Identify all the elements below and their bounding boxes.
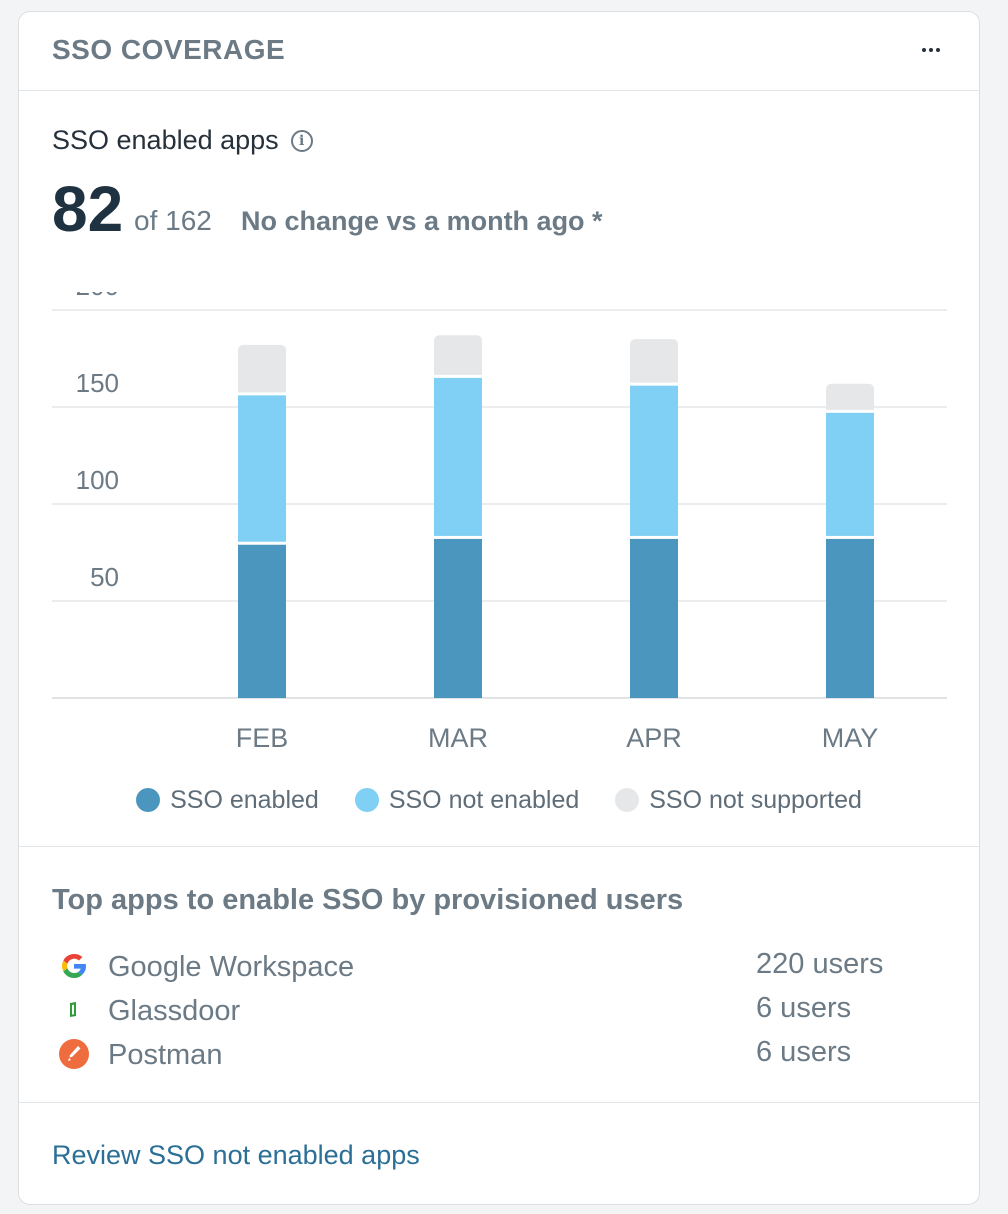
postman-icon xyxy=(59,1039,89,1069)
glassdoor-icon xyxy=(70,1002,76,1017)
card-header: SSO COVERAGE xyxy=(19,12,979,91)
footer-divider xyxy=(19,1102,979,1103)
x-tick-label: MAR xyxy=(428,723,488,753)
chart-legend: SSO enabled SSO not enabled SSO not supp… xyxy=(19,782,979,818)
top-apps-list: Google Workspace 220 users Glassdoor 6 u… xyxy=(52,944,892,1076)
bar-segment xyxy=(434,538,482,698)
x-tick-label: FEB xyxy=(236,723,289,753)
metric-label-text: SSO enabled apps xyxy=(52,125,279,155)
app-users: 6 users xyxy=(756,1036,852,1068)
review-sso-not-enabled-link[interactable]: Review SSO not enabled apps xyxy=(52,1140,420,1170)
bar-segment xyxy=(826,412,874,536)
section-divider xyxy=(19,846,979,847)
bar-segment xyxy=(238,395,286,542)
bar-segment xyxy=(238,344,286,393)
metric-label: SSO enabled apps i xyxy=(52,125,313,156)
sso-coverage-card: SSO COVERAGE SSO enabled apps i 82 of 16… xyxy=(18,11,980,1205)
app-name: Postman xyxy=(108,1039,223,1071)
list-item[interactable]: Postman 6 users xyxy=(52,1032,892,1076)
app-users: 6 users xyxy=(756,992,852,1024)
app-name: Google Workspace xyxy=(108,951,355,983)
bar-segment xyxy=(630,339,678,383)
bar-segment xyxy=(826,383,874,410)
legend-item-sso-enabled[interactable]: SSO enabled xyxy=(136,786,319,815)
metric-total: of 162 xyxy=(134,205,212,236)
metric-change: No change vs a month ago * xyxy=(241,206,603,236)
list-item[interactable]: Google Workspace 220 users xyxy=(52,944,892,988)
bar-segment xyxy=(630,538,678,698)
google-icon xyxy=(62,953,86,979)
chart-svg: 50 100 150 200 FEB MAR APR MAY xyxy=(52,292,947,753)
top-apps-title: Top apps to enable SSO by provisioned us… xyxy=(52,884,684,916)
bar-segment xyxy=(238,544,286,698)
bar-segment xyxy=(630,385,678,536)
legend-label: SSO enabled xyxy=(170,785,319,814)
x-tick-label: APR xyxy=(626,723,682,753)
legend-dot-sso-not-supported xyxy=(615,788,640,812)
app-name: Glassdoor xyxy=(108,995,241,1027)
y-tick-label: 100 xyxy=(76,465,119,495)
y-tick-label: 50 xyxy=(90,562,119,592)
y-tick-label: 150 xyxy=(76,368,119,398)
stacked-bar-chart: 50 100 150 200 FEB MAR APR MAY xyxy=(19,292,979,852)
card-title: SSO COVERAGE xyxy=(52,34,286,65)
legend-dot-sso-not-enabled xyxy=(354,788,379,812)
legend-dot-sso-enabled xyxy=(136,788,161,812)
bar-segment xyxy=(434,335,482,375)
legend-label: SSO not supported xyxy=(649,785,862,814)
legend-item-sso-not-enabled[interactable]: SSO not enabled xyxy=(354,785,580,815)
bar-segment xyxy=(826,538,874,698)
bar-segment xyxy=(434,377,482,536)
legend-label: SSO not enabled xyxy=(388,785,580,814)
metric-value: 82 xyxy=(52,173,124,245)
info-icon[interactable]: i xyxy=(290,129,313,152)
legend-item-sso-not-supported[interactable]: SSO not supported xyxy=(615,786,862,815)
y-tick-label: 200 xyxy=(76,292,119,301)
more-options-icon[interactable] xyxy=(917,38,945,62)
x-tick-label: MAY xyxy=(822,723,879,753)
list-item[interactable]: Glassdoor 6 users xyxy=(52,988,892,1032)
app-users: 220 users xyxy=(756,948,884,980)
